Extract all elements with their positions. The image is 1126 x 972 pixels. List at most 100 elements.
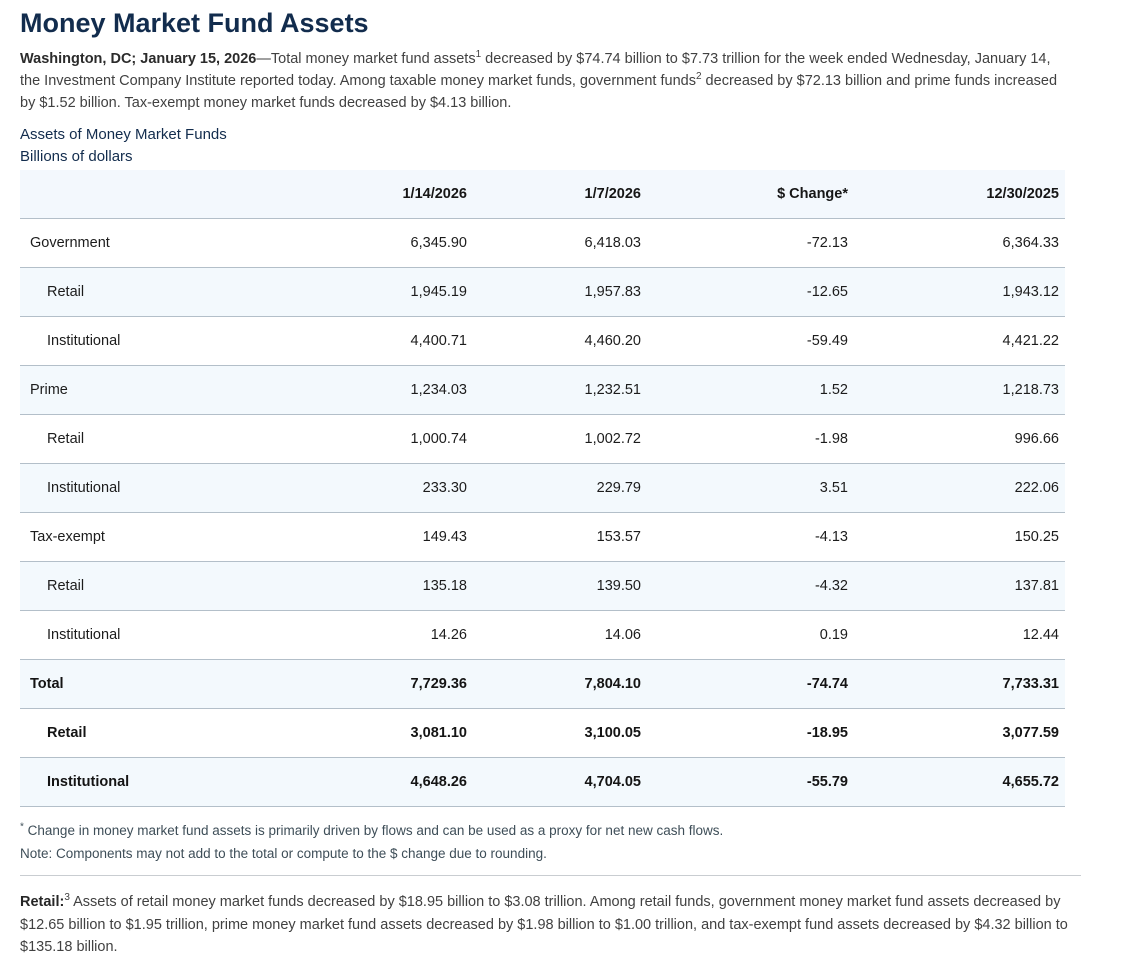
cell-value: 4,648.26 xyxy=(410,774,467,790)
cell-value: -18.95 xyxy=(806,725,848,741)
footnote-change-text: Change in money market fund assets is pr… xyxy=(23,823,724,838)
table-header-row: 1/14/2026 1/7/2026 $ Change* 12/30/2025 xyxy=(20,170,1065,219)
header-label xyxy=(20,170,290,219)
row-label: Government xyxy=(30,235,110,251)
retail-paragraph: Retail:3 Assets of retail money market f… xyxy=(20,891,1068,959)
row-label: Institutional xyxy=(47,774,130,790)
cell-value: 7,733.31 xyxy=(1002,676,1059,692)
cell-value: 139.50 xyxy=(596,578,641,594)
cell-value: 1,232.51 xyxy=(584,382,641,398)
cell-value: 4,655.72 xyxy=(1002,774,1059,790)
footnote-rounding: Note: Components may not add to the tota… xyxy=(20,846,547,861)
table-row-total-retail: Retail 3,081.10 3,100.05 -18.95 3,077.59 xyxy=(20,708,1065,758)
cell-value: -12.65 xyxy=(806,284,848,300)
cell-value: 14.26 xyxy=(430,627,467,643)
cell-value: -4.13 xyxy=(814,529,848,545)
intro-paragraph: Washington, DC; January 15, 2026—Total m… xyxy=(20,48,1066,114)
row-label: Institutional xyxy=(47,627,121,643)
cell-value: 3,077.59 xyxy=(1002,725,1059,741)
footnote-ref-1: 1 xyxy=(475,49,482,61)
table-row-tax-exempt-institutional: Institutional 14.26 14.06 0.19 12.44 xyxy=(20,610,1065,660)
cell-value: 4,400.71 xyxy=(410,333,467,349)
cell-value: 1,218.73 xyxy=(1002,382,1059,398)
asterisk-symbol: * xyxy=(20,821,24,833)
footnote-change: * Change in money market fund assets is … xyxy=(20,819,1066,842)
cell-value: -74.74 xyxy=(806,676,848,692)
intro-seg1: —Total money market fund assets xyxy=(256,51,476,67)
cell-value: 137.81 xyxy=(1014,578,1059,594)
row-label: Retail xyxy=(47,431,85,447)
cell-value: 14.06 xyxy=(604,627,641,643)
cell-value: -55.79 xyxy=(806,774,848,790)
cell-value: 229.79 xyxy=(596,480,641,496)
row-label: Prime xyxy=(30,382,68,398)
row-label: Retail xyxy=(47,578,85,594)
cell-value: -4.32 xyxy=(814,578,848,594)
cell-value: 1,234.03 xyxy=(410,382,467,398)
intro-seg3: decreased by $72.13 billion and prime fu… xyxy=(20,73,1058,111)
table-row-tax-exempt-retail: Retail 135.18 139.50 -4.32 137.81 xyxy=(20,561,1065,611)
cell-value: 3.51 xyxy=(819,480,848,496)
mmf-assets-table: 1/14/2026 1/7/2026 $ Change* 12/30/2025 … xyxy=(20,170,1065,807)
cell-value: 0.19 xyxy=(819,627,848,643)
cell-value: 12.44 xyxy=(1022,627,1059,643)
cell-value: 3,100.05 xyxy=(584,725,641,741)
row-label: Tax-exempt xyxy=(30,529,105,545)
table-caption-title: Assets of Money Market Funds xyxy=(20,126,227,143)
cell-value: 1.52 xyxy=(819,382,848,398)
table-row-government-institutional: Institutional 4,400.71 4,460.20 -59.49 4… xyxy=(20,316,1065,366)
table-row-government-retail: Retail 1,945.19 1,957.83 -12.65 1,943.12 xyxy=(20,267,1065,317)
header-change: $ Change* xyxy=(777,186,848,202)
cell-value: 153.57 xyxy=(596,529,641,545)
cell-value: 4,704.05 xyxy=(584,774,641,790)
cell-value: 6,364.33 xyxy=(1002,235,1059,251)
cell-value: 1,945.19 xyxy=(410,284,467,300)
cell-value: 7,729.36 xyxy=(410,676,467,692)
cell-value: 150.25 xyxy=(1014,529,1059,545)
table-caption: Assets of Money Market Funds Billions of… xyxy=(20,124,1106,168)
intro-seg2: decreased by $74.74 billion to $7.73 tri… xyxy=(20,51,1051,89)
cell-value: 3,081.10 xyxy=(410,725,467,741)
table-row-total-institutional: Institutional 4,648.26 4,704.05 -55.79 4… xyxy=(20,757,1065,807)
table-row-government: Government 6,345.90 6,418.03 -72.13 6,36… xyxy=(20,218,1065,268)
cell-value: 996.66 xyxy=(1014,431,1059,447)
cell-value: 149.43 xyxy=(422,529,467,545)
cell-value: 6,418.03 xyxy=(584,235,641,251)
row-label: Institutional xyxy=(47,480,121,496)
header-date-1: 1/14/2026 xyxy=(402,186,467,202)
table-caption-units: Billions of dollars xyxy=(20,148,133,165)
header-date-3: 12/30/2025 xyxy=(986,186,1059,202)
cell-value: 4,460.20 xyxy=(584,333,641,349)
table-row-prime-institutional: Institutional 233.30 229.79 3.51 222.06 xyxy=(20,463,1065,513)
cell-value: 4,421.22 xyxy=(1002,333,1059,349)
table-row-prime: Prime 1,234.03 1,232.51 1.52 1,218.73 xyxy=(20,365,1065,415)
footnote-ref-3: 3 xyxy=(64,892,70,904)
cell-value: 1,943.12 xyxy=(1002,284,1059,300)
table-footnotes: * Change in money market fund assets is … xyxy=(20,819,1066,865)
cell-value: -72.13 xyxy=(806,235,848,251)
row-label: Institutional xyxy=(47,333,121,349)
dateline: Washington, DC; January 15, 2026 xyxy=(20,51,257,67)
cell-value: 7,804.10 xyxy=(584,676,641,692)
page-title: Money Market Fund Assets xyxy=(20,8,369,38)
cell-value: 1,957.83 xyxy=(584,284,641,300)
table-row-prime-retail: Retail 1,000.74 1,002.72 -1.98 996.66 xyxy=(20,414,1065,464)
footnote-ref-2: 2 xyxy=(695,71,702,83)
table-row-tax-exempt: Tax-exempt 149.43 153.57 -4.13 150.25 xyxy=(20,512,1065,562)
header-date-2: 1/7/2026 xyxy=(584,186,641,202)
cell-value: 6,345.90 xyxy=(410,235,467,251)
retail-label: Retail: xyxy=(20,894,65,910)
cell-value: -59.49 xyxy=(806,333,848,349)
retail-text: Assets of retail money market funds decr… xyxy=(20,894,1068,955)
cell-value: 233.30 xyxy=(422,480,467,496)
cell-value: 135.18 xyxy=(422,578,467,594)
cell-value: 222.06 xyxy=(1014,480,1059,496)
section-divider xyxy=(20,875,1081,876)
row-label: Total xyxy=(30,676,64,692)
row-label: Retail xyxy=(47,284,85,300)
cell-value: -1.98 xyxy=(814,431,848,447)
cell-value: 1,002.72 xyxy=(584,431,641,447)
row-label: Retail xyxy=(47,725,87,741)
table-row-total: Total 7,729.36 7,804.10 -74.74 7,733.31 xyxy=(20,659,1065,709)
